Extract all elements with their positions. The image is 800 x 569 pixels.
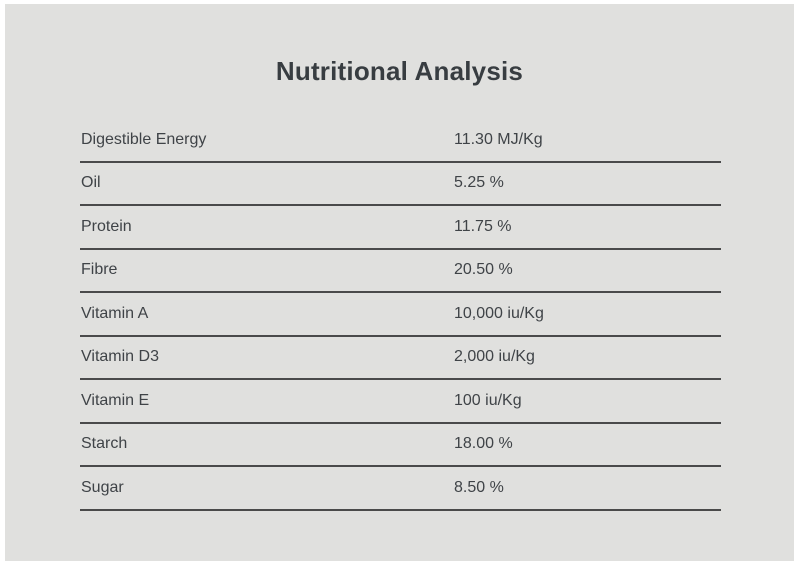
row-value: 20.50 %	[454, 261, 513, 279]
row-value: 5.25 %	[454, 174, 504, 192]
table-row: Vitamin E 100 iu/Kg	[80, 380, 721, 424]
row-label: Digestible Energy	[81, 130, 207, 148]
table-row: Protein 11.75 %	[80, 206, 721, 250]
row-value: 18.00 %	[454, 435, 513, 453]
table-row: Digestible Energy 11.30 MJ/Kg	[80, 119, 721, 163]
table-row: Fibre 20.50 %	[80, 250, 721, 293]
row-label: Starch	[81, 435, 128, 453]
row-value: 8.50 %	[454, 478, 504, 496]
table-row: Oil 5.25 %	[80, 163, 721, 206]
row-value: 2,000 iu/Kg	[454, 348, 535, 366]
table-row: Sugar 8.50 %	[80, 467, 721, 511]
row-value: 100 iu/Kg	[454, 391, 522, 409]
nutrition-panel: Nutritional Analysis Digestible Energy 1…	[5, 4, 794, 561]
row-label: Vitamin A	[81, 304, 149, 322]
row-label: Vitamin E	[81, 391, 150, 409]
row-value: 11.75 %	[454, 217, 512, 235]
row-label: Fibre	[81, 261, 118, 279]
row-label: Protein	[81, 217, 132, 235]
table-row: Starch 18.00 %	[80, 424, 721, 467]
table-row: Vitamin D3 2,000 iu/Kg	[80, 337, 721, 380]
row-label: Sugar	[81, 478, 124, 496]
page-title: Nutritional Analysis	[275, 56, 524, 86]
row-label: Oil	[81, 174, 101, 192]
table-row: Vitamin A 10,000 iu/Kg	[80, 293, 721, 337]
row-value: 11.30 MJ/Kg	[454, 130, 543, 148]
row-value: 10,000 iu/Kg	[454, 304, 544, 322]
nutrition-table: Digestible Energy 11.30 MJ/Kg Oil 5.25 %…	[80, 119, 721, 511]
row-label: Vitamin D3	[81, 348, 159, 366]
